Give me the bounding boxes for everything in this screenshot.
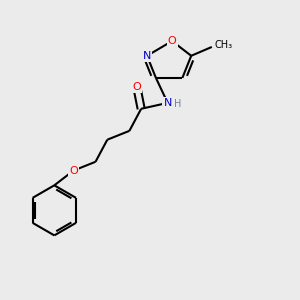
Text: H: H bbox=[174, 99, 182, 110]
Text: N: N bbox=[143, 51, 151, 61]
Text: N: N bbox=[164, 98, 172, 108]
Text: O: O bbox=[132, 82, 141, 92]
Text: O: O bbox=[69, 166, 78, 176]
Text: CH₃: CH₃ bbox=[215, 40, 233, 50]
Text: O: O bbox=[168, 36, 176, 46]
